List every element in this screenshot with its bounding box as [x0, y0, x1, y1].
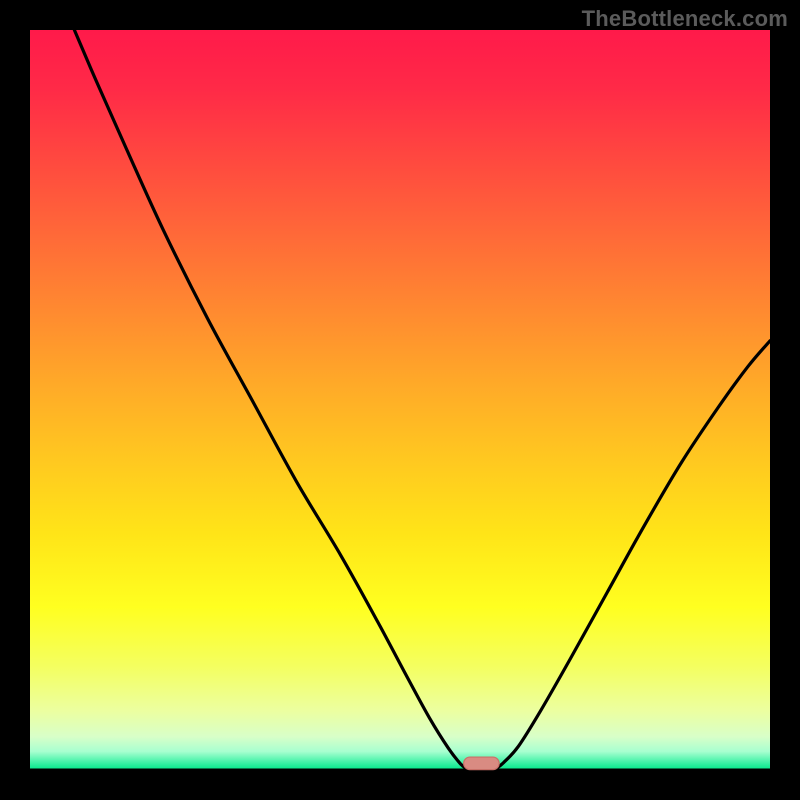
bottleneck-chart — [0, 0, 800, 800]
watermark-label: TheBottleneck.com — [582, 6, 788, 32]
optimal-marker — [464, 757, 500, 770]
heat-background — [30, 30, 770, 770]
